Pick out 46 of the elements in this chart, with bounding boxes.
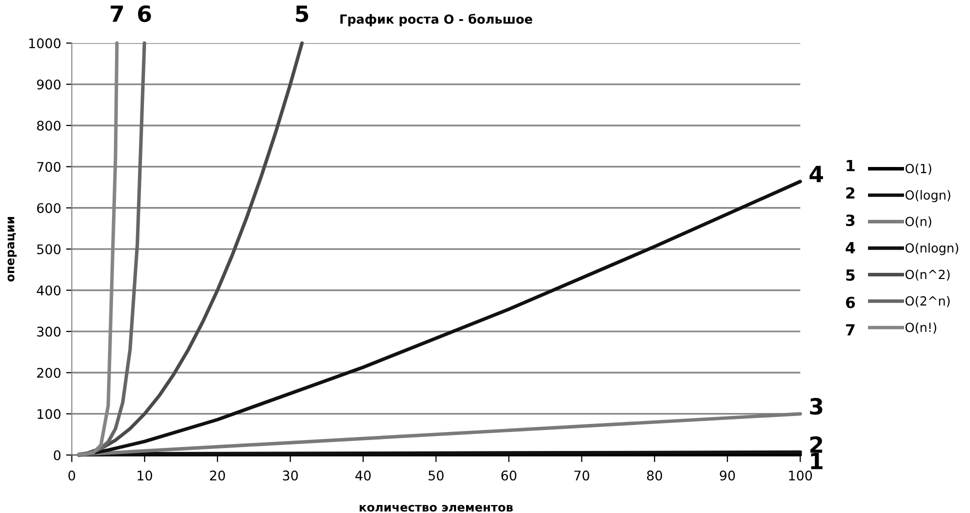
x-tick-label: 70: [574, 470, 590, 481]
x-tick-label: 60: [501, 470, 516, 481]
x-tick-label: 90: [720, 470, 735, 481]
legend-label: O(logn): [905, 190, 950, 202]
legend-label: O(nlogn): [905, 243, 958, 256]
annotation: 5: [296, 6, 308, 22]
y-tick-label: 200: [37, 368, 60, 378]
text: 4: [846, 242, 855, 254]
text: 5: [846, 270, 855, 281]
x-tick-label: 10: [138, 470, 152, 481]
text: 6: [846, 296, 855, 308]
annotation: 1: [811, 452, 823, 470]
x-tick-label: 100: [789, 470, 812, 481]
y-tick-label: 900: [37, 80, 60, 90]
text: 2: [846, 187, 854, 199]
text: 1: [846, 160, 855, 172]
text: 3: [846, 214, 854, 226]
y-tick-label: 800: [37, 120, 60, 131]
legend-label: O(n^2): [905, 270, 950, 281]
annotation: 3: [810, 398, 822, 415]
legend-label: O(2^n): [905, 296, 950, 308]
y-tick-label: 500: [37, 244, 60, 254]
y-tick-label: 700: [37, 162, 60, 172]
x-tick-label: 30: [282, 470, 298, 481]
x-tick-label: 20: [210, 470, 225, 481]
x-tick-label: 80: [647, 470, 662, 481]
y-tick-label: 100: [38, 409, 60, 420]
y-tick-label: 400: [36, 285, 60, 296]
x-tick-label: 40: [355, 470, 371, 481]
x-tick-label: 50: [428, 470, 444, 481]
y-tick-label: 600: [37, 203, 60, 214]
annotation: 2: [810, 436, 822, 453]
y-axis-title: операции: [8, 217, 17, 282]
annotation: 7: [110, 6, 123, 22]
x-tick-label: 0: [68, 470, 76, 481]
y-tick-label: 1000: [29, 38, 60, 48]
annotation: 6: [138, 5, 151, 22]
y-tick-label: 0: [54, 450, 60, 460]
legend-label: O(1): [905, 164, 932, 175]
x-axis-title: количество элементов: [360, 504, 513, 512]
annotation: 4: [810, 166, 824, 182]
legend-label: O(n): [905, 216, 932, 228]
y-tick-label: 300: [37, 326, 60, 337]
text: 7: [846, 324, 854, 336]
legend-label: O(n!): [905, 322, 936, 334]
chart-title: График роста O - большое: [340, 14, 532, 26]
